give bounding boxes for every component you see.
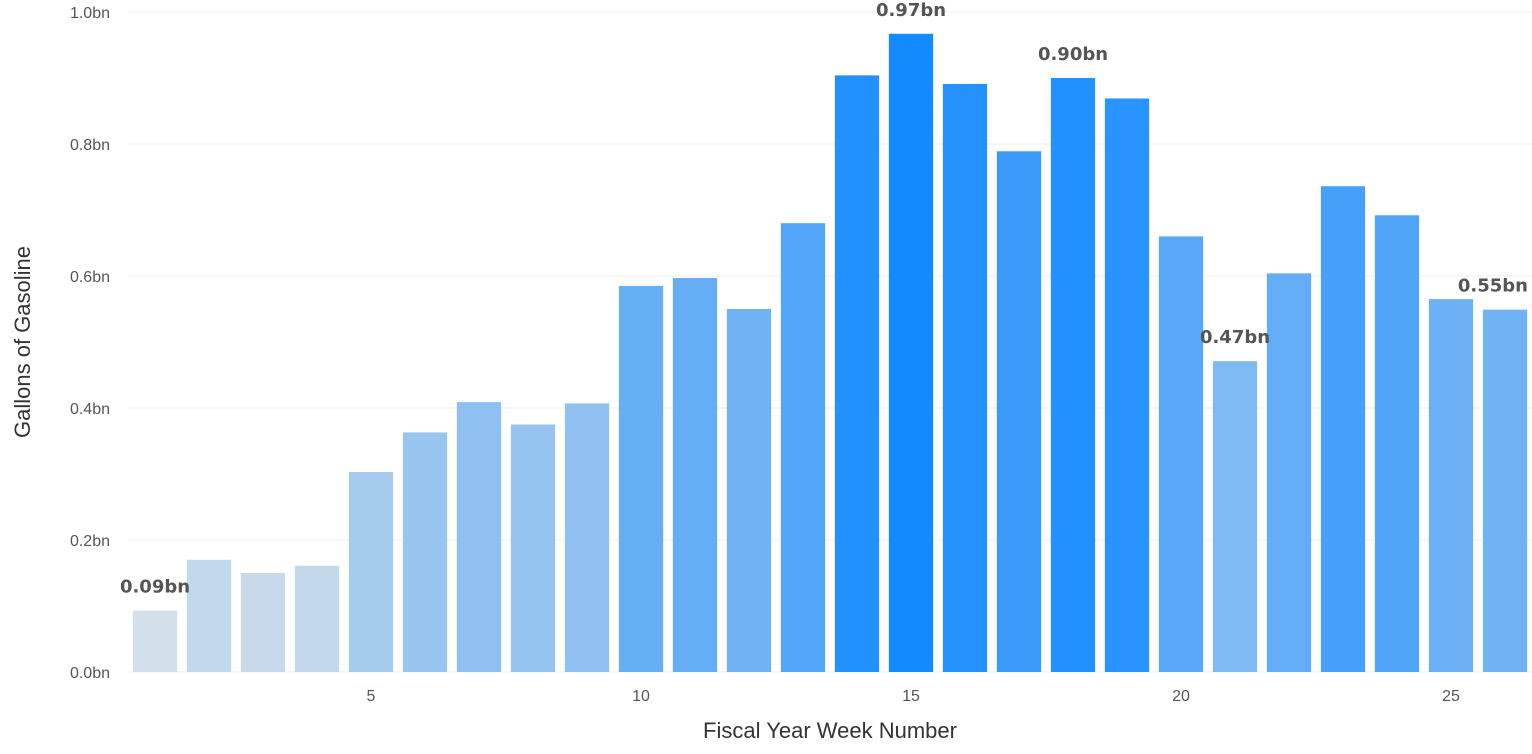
bar [564, 403, 610, 672]
x-tick-label: 25 [1442, 688, 1460, 705]
data-label: 0.47bn [1200, 327, 1270, 348]
y-axis-ticks: 0.0bn 0.2bn 0.4bn 0.6bn 0.8bn 1.0bn [70, 5, 110, 682]
data-label: 0.90bn [1038, 44, 1108, 65]
x-tick-label: 15 [902, 688, 920, 705]
bar [456, 402, 502, 672]
bar [1104, 98, 1150, 672]
bar [240, 573, 286, 672]
y-tick-label: 0.8bn [70, 137, 110, 154]
x-tick-label: 20 [1172, 688, 1190, 705]
bar [834, 75, 880, 673]
bar [888, 33, 934, 672]
bar [1428, 299, 1474, 672]
bar [780, 223, 826, 672]
bars [132, 33, 1528, 673]
y-tick-label: 1.0bn [70, 5, 110, 22]
x-tick-label: 10 [632, 688, 650, 705]
bar [510, 424, 556, 672]
bar [618, 285, 664, 672]
bar [402, 432, 448, 672]
bar [672, 277, 718, 672]
bar [726, 309, 772, 672]
bar [1374, 215, 1420, 672]
bar [1320, 186, 1366, 673]
bar [348, 472, 394, 672]
bar [942, 83, 988, 672]
x-tick-label: 5 [367, 688, 376, 705]
y-tick-label: 0.6bn [70, 269, 110, 286]
bar [1050, 78, 1096, 672]
bar [132, 610, 178, 672]
y-tick-label: 0.4bn [70, 401, 110, 418]
x-axis-ticks: 5 10 15 20 25 [367, 688, 1460, 705]
bar [1266, 273, 1312, 672]
data-label: 0.97bn [876, 0, 946, 21]
data-label: 0.55bn [1458, 276, 1528, 297]
y-tick-label: 0.2bn [70, 533, 110, 550]
y-tick-label: 0.0bn [70, 665, 110, 682]
data-label: 0.09bn [120, 577, 190, 598]
data-labels: 0.09bn 0.97bn 0.90bn 0.47bn 0.55bn [120, 0, 1528, 598]
x-axis-title: Fiscal Year Week Number [703, 718, 957, 743]
bar [186, 559, 232, 672]
bar [294, 565, 340, 672]
y-axis-title: Gallons of Gasoline [10, 246, 35, 438]
bar [1212, 361, 1258, 672]
bar [1158, 236, 1204, 672]
bar [1482, 309, 1528, 672]
bar [996, 151, 1042, 672]
